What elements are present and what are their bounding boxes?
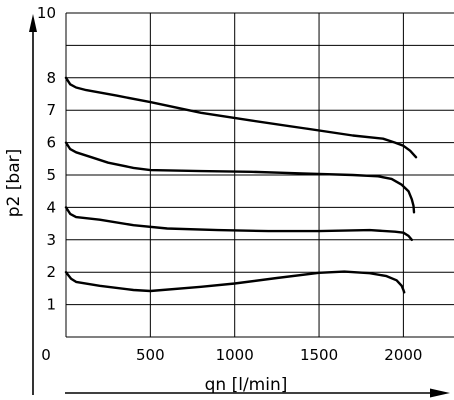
y-axis-label: p2 [bar] bbox=[4, 149, 24, 217]
series-line-2 bbox=[64, 141, 416, 214]
y-tick-label: 8 bbox=[46, 69, 56, 87]
x-tick-label: 2000 bbox=[384, 346, 422, 364]
y-tick-label: 6 bbox=[46, 134, 56, 152]
y-tick-label: 5 bbox=[46, 166, 56, 184]
x-axis-arrowhead bbox=[430, 388, 450, 398]
x-axis-label: qn [l/min] bbox=[205, 375, 288, 395]
x-tick-label: 1500 bbox=[300, 346, 338, 364]
tick-labels: 1 2 3 4 5 6 7 8 10 0 500 1000 1500 2000 bbox=[37, 4, 423, 364]
curves bbox=[64, 76, 418, 294]
y-tick-label: 7 bbox=[46, 101, 56, 119]
y-tick-label: 3 bbox=[46, 231, 56, 249]
x-tick-label: 0 bbox=[41, 346, 51, 364]
y-tick-label: 10 bbox=[37, 4, 56, 22]
y-tick-label: 2 bbox=[46, 263, 56, 281]
x-tick-label: 1000 bbox=[216, 346, 254, 364]
series-line-1 bbox=[64, 76, 418, 159]
x-tick-label: 500 bbox=[136, 346, 165, 364]
y-tick-label: 1 bbox=[46, 296, 56, 314]
series-line-3 bbox=[64, 206, 413, 241]
y-axis-arrowhead bbox=[29, 14, 37, 32]
series-line-4 bbox=[64, 270, 406, 294]
y-tick-label: 4 bbox=[46, 198, 56, 216]
